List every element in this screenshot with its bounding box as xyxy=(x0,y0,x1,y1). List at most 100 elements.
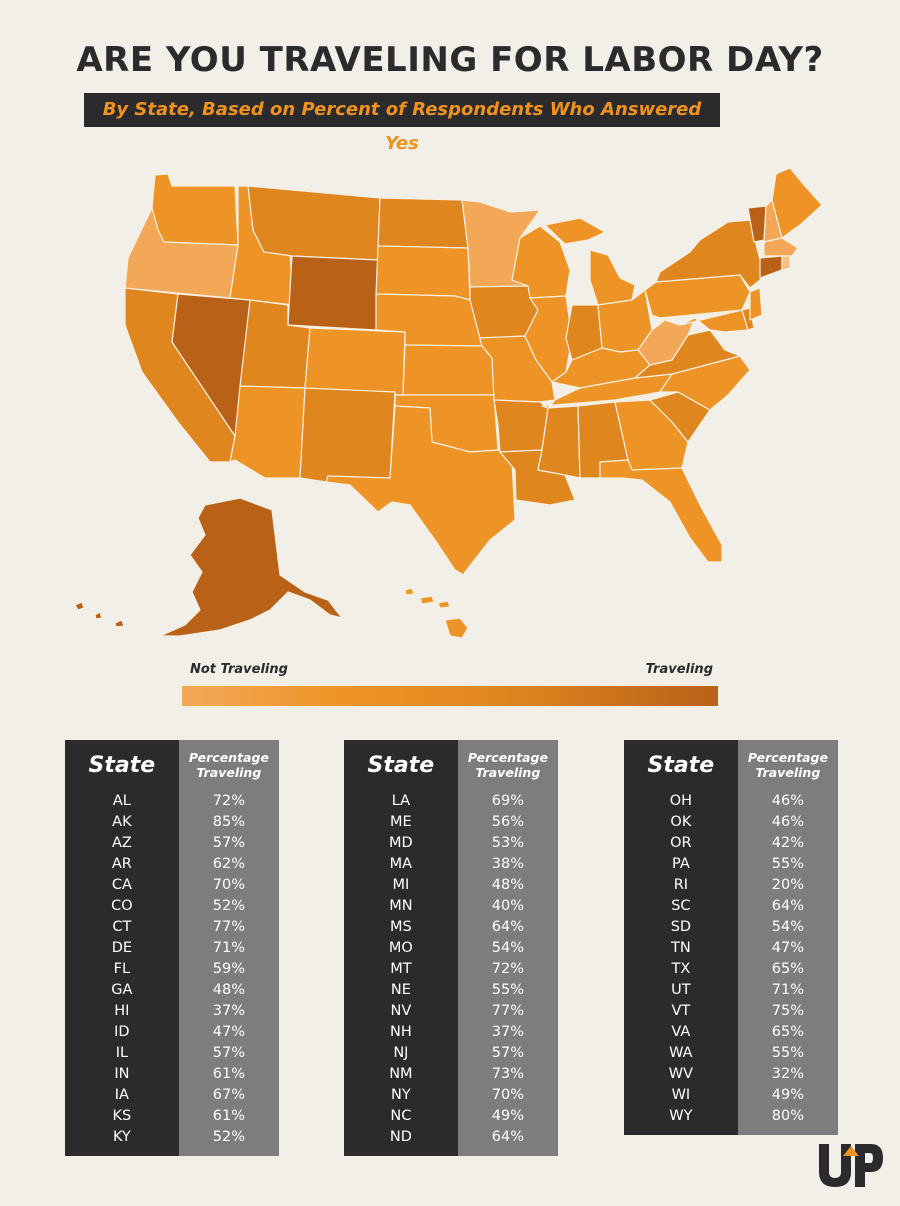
table-row: AZ 57% xyxy=(65,832,279,853)
state-column-header: State xyxy=(65,740,179,790)
state-cell: AL xyxy=(65,790,179,811)
percentage-cell: 57% xyxy=(178,1042,279,1063)
state-cell: PA xyxy=(624,853,738,874)
table-row: WA 55% xyxy=(624,1042,838,1063)
table-row: NH 37% xyxy=(344,1021,558,1042)
state-table-1: State Percentage Traveling AL 72% AK 85% AZ 5… xyxy=(65,740,279,1156)
state-cell: DE xyxy=(65,937,179,958)
table-header: State Percentage Traveling xyxy=(624,740,838,790)
table-row: UT 71% xyxy=(624,979,838,1000)
state-cell: AK xyxy=(65,811,179,832)
table-row: ND 64% xyxy=(344,1126,558,1147)
state-cell: ND xyxy=(344,1126,458,1147)
percentage-cell: 48% xyxy=(178,979,279,1000)
table-row: VA 65% xyxy=(624,1021,838,1042)
state-wv xyxy=(637,317,696,366)
percentage-cell: 54% xyxy=(737,916,838,937)
percentage-cell: 64% xyxy=(737,895,838,916)
percentage-cell: 52% xyxy=(178,895,279,916)
percentage-cell: 47% xyxy=(178,1021,279,1042)
state-cell: NH xyxy=(344,1021,458,1042)
percentage-cell: 72% xyxy=(178,790,279,811)
percentage-cell: 61% xyxy=(178,1105,279,1126)
percentage-cell: 71% xyxy=(178,937,279,958)
state-cell: KS xyxy=(65,1105,179,1126)
legend-high-label: Traveling xyxy=(645,662,713,677)
table-row: SD 54% xyxy=(624,916,838,937)
table-row: KY 52% xyxy=(65,1126,279,1147)
percentage-cell: 42% xyxy=(737,832,838,853)
percentage-cell: 64% xyxy=(457,916,558,937)
percentage-cell: 75% xyxy=(737,1000,838,1021)
percentage-header-line1: Percentage xyxy=(747,750,828,765)
table-footer xyxy=(65,1147,279,1156)
state-cell: OH xyxy=(624,790,738,811)
table-body: AL 72% AK 85% AZ 57% AR 62% CA 70% CO 52% CT 77% DE 71%… xyxy=(65,790,279,1156)
percentage-cell: 49% xyxy=(737,1084,838,1105)
percentage-cell: 69% xyxy=(457,790,558,811)
percentage-cell: 47% xyxy=(737,937,838,958)
state-wy xyxy=(287,255,379,331)
state-wa xyxy=(151,173,239,246)
state-cell: IL xyxy=(65,1042,179,1063)
state-cell: AR xyxy=(65,853,179,874)
table-footer-left xyxy=(624,1126,738,1135)
percentage-header-line1: Percentage xyxy=(467,750,548,765)
state-sd xyxy=(375,245,471,301)
state-cell: ID xyxy=(65,1021,179,1042)
state-cell: WV xyxy=(624,1063,738,1084)
state-cell: KY xyxy=(65,1126,179,1147)
table-row: IA 67% xyxy=(65,1084,279,1105)
state-cell: HI xyxy=(65,1000,179,1021)
state-cell: OR xyxy=(624,832,738,853)
state-cell: NV xyxy=(344,1000,458,1021)
percentage-cell: 61% xyxy=(178,1063,279,1084)
percentage-cell: 48% xyxy=(457,874,558,895)
table-row: OH 46% xyxy=(624,790,838,811)
state-cell: MA xyxy=(344,853,458,874)
state-cell: GA xyxy=(65,979,179,1000)
state-co xyxy=(304,327,406,396)
state-cell: MO xyxy=(344,937,458,958)
state-cell: MT xyxy=(344,958,458,979)
table-row: IN 61% xyxy=(65,1063,279,1084)
percentage-cell: 59% xyxy=(178,958,279,979)
state-cell: SD xyxy=(624,916,738,937)
table-row: NV 77% xyxy=(344,1000,558,1021)
table-row: RI 20% xyxy=(624,874,838,895)
percentage-cell: 40% xyxy=(457,895,558,916)
percentage-cell: 57% xyxy=(457,1042,558,1063)
state-cell: CA xyxy=(65,874,179,895)
percentage-cell: 20% xyxy=(737,874,838,895)
table-row: ME 56% xyxy=(344,811,558,832)
table-row: MS 64% xyxy=(344,916,558,937)
state-ct xyxy=(759,255,783,279)
table-row: MD 53% xyxy=(344,832,558,853)
state-cell: MD xyxy=(344,832,458,853)
table-row: DE 71% xyxy=(65,937,279,958)
state-cell: UT xyxy=(624,979,738,1000)
table-row: NJ 57% xyxy=(344,1042,558,1063)
state-az xyxy=(229,385,306,479)
state-tx xyxy=(325,405,516,576)
state-cell: IN xyxy=(65,1063,179,1084)
table-row: CO 52% xyxy=(65,895,279,916)
state-column-header: State xyxy=(344,740,458,790)
table-row: LA 69% xyxy=(344,790,558,811)
table-row: MN 40% xyxy=(344,895,558,916)
percentage-header-line1: Percentage xyxy=(188,750,269,765)
table-footer xyxy=(344,1147,558,1156)
percentage-cell: 46% xyxy=(737,790,838,811)
percentage-cell: 70% xyxy=(457,1084,558,1105)
state-cell: NY xyxy=(344,1084,458,1105)
table-row: NC 49% xyxy=(344,1105,558,1126)
percentage-cell: 37% xyxy=(178,1000,279,1021)
table-row: VT 75% xyxy=(624,1000,838,1021)
state-cell: CO xyxy=(65,895,179,916)
percentage-cell: 65% xyxy=(737,1021,838,1042)
table-footer-left xyxy=(344,1147,458,1156)
state-ak xyxy=(159,497,343,637)
table-row: TN 47% xyxy=(624,937,838,958)
percentage-cell: 52% xyxy=(178,1126,279,1147)
percentage-cell: 65% xyxy=(737,958,838,979)
